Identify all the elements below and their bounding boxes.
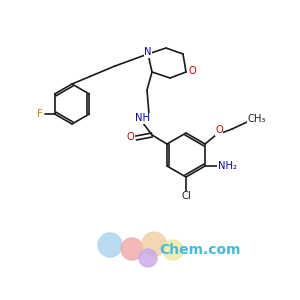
- Circle shape: [121, 238, 143, 260]
- Text: F: F: [37, 109, 43, 119]
- Circle shape: [139, 249, 157, 267]
- Text: O: O: [188, 66, 196, 76]
- Text: N: N: [144, 47, 152, 57]
- Circle shape: [163, 240, 183, 260]
- Text: O: O: [215, 125, 223, 135]
- Text: O: O: [126, 132, 134, 142]
- Text: CH₃: CH₃: [248, 114, 266, 124]
- Text: NH: NH: [134, 113, 149, 123]
- Circle shape: [142, 232, 166, 256]
- Circle shape: [98, 233, 122, 257]
- Text: NH₂: NH₂: [218, 161, 237, 171]
- Text: Cl: Cl: [181, 191, 191, 201]
- Text: Chem.com: Chem.com: [159, 243, 241, 257]
